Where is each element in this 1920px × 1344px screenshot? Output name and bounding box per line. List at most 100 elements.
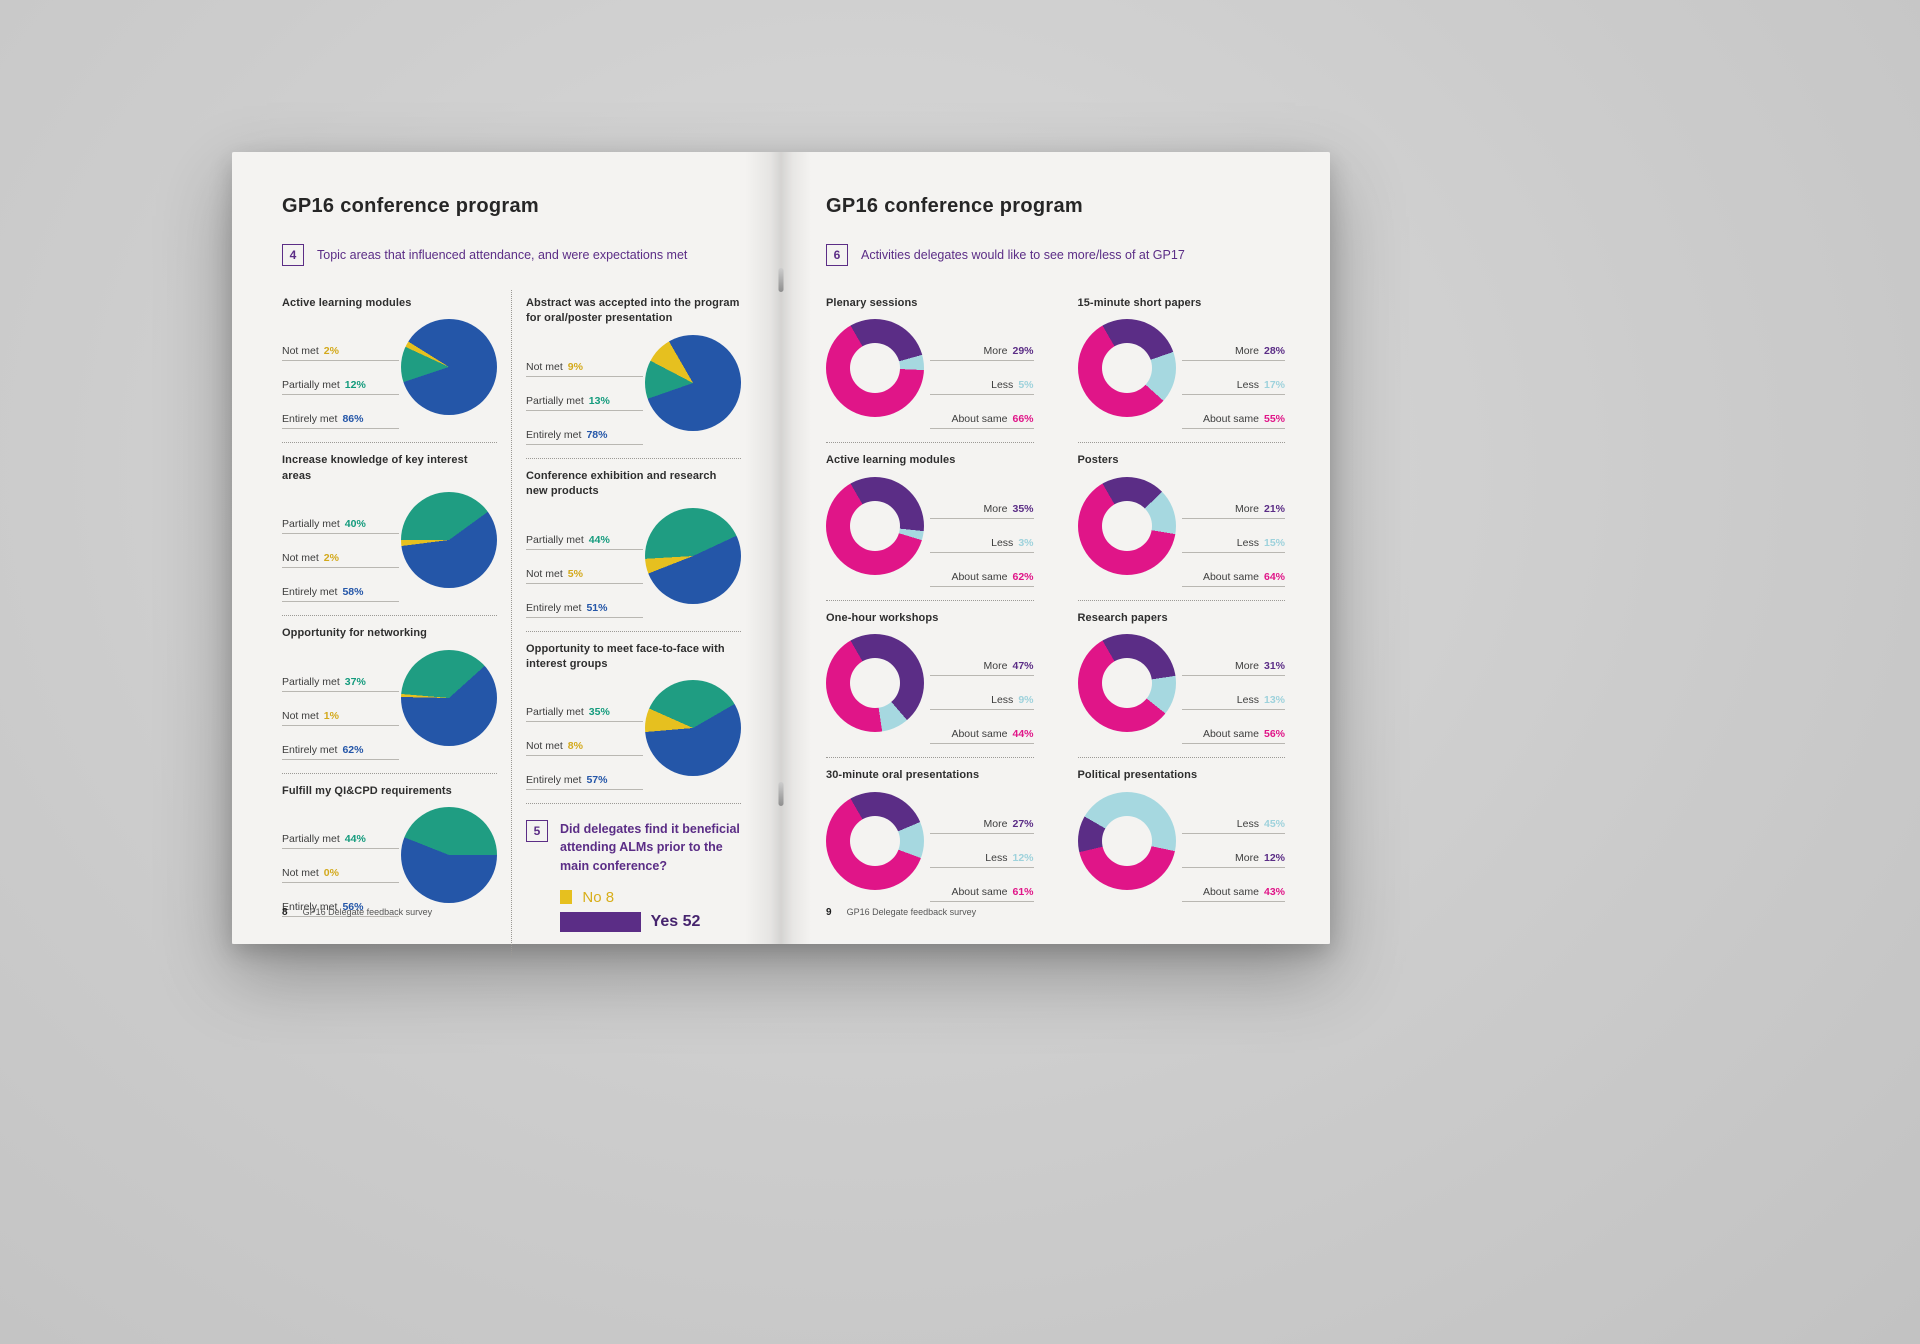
chart-body: Partially met 35% Not met 8% Entirely met 57% xyxy=(526,680,741,791)
slice-label: Not met xyxy=(282,866,319,879)
chart-body: More 47% Less 9% About same 44% xyxy=(826,634,1034,745)
chart-label-row: Not met 2% xyxy=(282,534,399,569)
chart-label-row: Partially met 35% xyxy=(526,688,643,723)
section-header: 6 Activities delegates would like to see… xyxy=(826,244,1285,266)
slice-value: 8% xyxy=(567,740,583,753)
chart-label-row: Less 45% xyxy=(1181,800,1285,834)
slice-value: 51% xyxy=(586,601,608,614)
chart-labels: More 28% Less 17% About same 55% xyxy=(1181,319,1285,430)
chart-body: Not met 9% Partially met 13% Entirely met 78% xyxy=(526,334,741,445)
chart-label-row: More 29% xyxy=(930,327,1034,362)
chart-body: Not met 2% Partially met 12% Entirely met 86% xyxy=(282,319,497,430)
slice-value: 66% xyxy=(1012,413,1034,426)
slice-label: Entirely met xyxy=(526,428,582,441)
footer-text: GP16 Delegate feedback survey xyxy=(302,907,433,917)
chart-body: More 21% Less 15% About same 64% xyxy=(1077,476,1285,587)
donut-chart xyxy=(826,634,924,733)
chart-label-row: Not met 0% xyxy=(282,849,399,883)
slice-label: More xyxy=(1235,345,1259,358)
donut-chart-block: Research papers More 31% Less 13% About same 5… xyxy=(1077,599,1285,757)
slice-value: 57% xyxy=(586,774,608,787)
slice-label: Entirely met xyxy=(282,413,338,426)
chart-title: Conference exhibition and research new p… xyxy=(526,469,717,498)
chart-columns: Active learning modules Not met 2% Partiall… xyxy=(282,286,741,957)
pie-chart xyxy=(645,507,741,604)
slice-value: 2% xyxy=(323,552,339,565)
magazine-spread: GP16 conference program 4 Topic areas th… xyxy=(232,152,1330,957)
pie-chart-block: Increase knowledge of key interest areas… xyxy=(282,442,497,615)
slice-label: Not met xyxy=(526,740,563,753)
slice-label: Partially met xyxy=(282,379,340,392)
slice-value: 44% xyxy=(588,533,610,546)
chart-body: Partially met 40% Not met 2% Entirely met 58% xyxy=(282,492,497,603)
slice-label: Not met xyxy=(282,552,319,565)
slice-label: Entirely met xyxy=(282,586,338,599)
slice-label: Less xyxy=(991,694,1014,707)
chart-title: Research papers xyxy=(1077,611,1168,624)
chart-title: 15-minute short papers xyxy=(1077,297,1202,309)
chart-label-row: Entirely met 56% xyxy=(282,883,399,917)
chart-label-row: About same 56% xyxy=(1181,710,1285,745)
slice-value: 56% xyxy=(342,900,364,913)
slice-label: Partially met xyxy=(526,706,584,719)
slice-label: Entirely met xyxy=(526,774,582,787)
slice-value: 45% xyxy=(1263,817,1285,830)
slice-value: 5% xyxy=(567,567,583,580)
pie-chart-block: Conference exhibition and research new p… xyxy=(526,457,741,631)
chart-label-row: Less 5% xyxy=(930,361,1034,396)
chart-label-row: Less 3% xyxy=(930,519,1034,553)
donut-chart xyxy=(826,319,924,418)
slice-value: 62% xyxy=(342,743,364,756)
chart-label-row: Not met 5% xyxy=(526,550,643,584)
chart-label-row: Entirely met 51% xyxy=(526,584,643,618)
donut-chart-block: One-hour workshops More 47% Less 9% About sam… xyxy=(826,599,1034,757)
chart-label-row: More 28% xyxy=(1181,327,1285,362)
section-number-badge: 4 xyxy=(282,244,304,266)
chart-label-row: Partially met 40% xyxy=(282,500,399,535)
chart-labels: Not met 2% Partially met 12% Entirely met 86% xyxy=(282,319,399,430)
chart-label-row: Partially met 44% xyxy=(282,815,399,849)
chart-labels: More 47% Less 9% About same 44% xyxy=(930,634,1034,745)
slice-label: Less xyxy=(1236,817,1259,830)
donut-chart-block: 15-minute short papers More 28% Less 17% Abou… xyxy=(1077,286,1285,442)
slice-label: About same xyxy=(1202,570,1259,583)
chart-label-row: About same 43% xyxy=(1181,868,1285,902)
slice-value: 64% xyxy=(1263,570,1285,583)
slice-label: More xyxy=(983,345,1008,358)
slice-label: More xyxy=(1235,502,1259,515)
chart-label-row: Not met 2% xyxy=(282,327,399,362)
slice-label: Partially met xyxy=(282,832,340,845)
slice-value: 86% xyxy=(342,413,364,426)
chart-labels: Partially met 37% Not met 1% Entirely met 62% xyxy=(282,650,399,760)
slice-label: Entirely met xyxy=(282,900,338,913)
bar xyxy=(560,890,573,905)
slice-value: 43% xyxy=(1263,885,1285,898)
slice-label: Not met xyxy=(526,360,563,373)
slice-label: Less xyxy=(991,536,1014,549)
column-divider xyxy=(511,290,512,957)
chart-label-row: More 21% xyxy=(1181,485,1285,519)
pie-chart xyxy=(401,649,497,746)
slice-value: 21% xyxy=(1263,502,1285,515)
slice-label: Partially met xyxy=(526,533,584,546)
slice-label: More xyxy=(983,502,1008,515)
section-number-badge: 5 xyxy=(526,820,548,843)
slice-value: 9% xyxy=(567,360,583,373)
slice-label: Less xyxy=(1236,379,1259,392)
pie-chart xyxy=(401,806,497,903)
donut-chart xyxy=(1077,791,1176,890)
slice-value: 40% xyxy=(344,518,366,531)
chart-body: Partially met 44% Not met 5% Entirely met 51% xyxy=(526,507,741,618)
slice-value: 58% xyxy=(342,586,364,599)
slice-value: 5% xyxy=(1018,379,1034,392)
chart-body: Partially met 44% Not met 0% Entirely met 56% xyxy=(282,806,497,917)
chart-label-row: More 27% xyxy=(930,800,1034,834)
slice-label: About same xyxy=(1202,413,1259,426)
page-title: GP16 conference program xyxy=(826,195,1083,217)
chart-body: More 31% Less 13% About same 56% xyxy=(1077,634,1285,745)
donut-chart xyxy=(826,791,924,890)
chart-labels: More 21% Less 15% About same 64% xyxy=(1181,477,1285,587)
slice-value: 2% xyxy=(323,345,339,358)
page-left: GP16 conference program 4 Topic areas th… xyxy=(232,152,781,957)
chart-label-row: About same 61% xyxy=(930,868,1034,902)
